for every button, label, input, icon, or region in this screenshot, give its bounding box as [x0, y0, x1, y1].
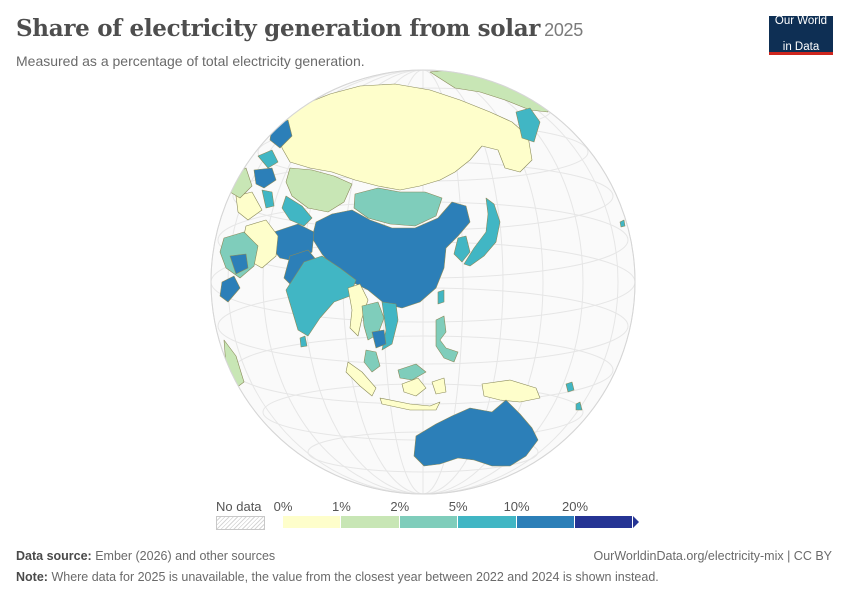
region-central-asia[interactable]: [281, 195, 313, 227]
legend-bin-4[interactable]: [516, 516, 575, 528]
legend-arrow-end: [633, 516, 639, 528]
region-russia[interactable]: [277, 83, 533, 191]
region-turkey[interactable]: [253, 167, 277, 189]
region-malaysia[interactable]: [363, 349, 427, 381]
region-australia[interactable]: [413, 399, 539, 467]
source-url-link[interactable]: OurWorldinData.org/electricity-mix | CC …: [593, 549, 833, 563]
region-sri-lanka[interactable]: [299, 335, 308, 348]
region-sumatra[interactable]: [345, 361, 377, 397]
region-philippines[interactable]: [435, 315, 459, 363]
owid-logo[interactable]: Our World in Data: [769, 15, 833, 55]
region-indonesia[interactable]: [379, 377, 447, 411]
legend-tick-3: 5%: [448, 499, 468, 514]
region-kazakhstan[interactable]: [285, 167, 353, 213]
region-kamchatka[interactable]: [515, 107, 541, 143]
region-cambodia[interactable]: [371, 329, 387, 349]
region-myanmar[interactable]: [347, 283, 369, 337]
region-vietnam[interactable]: [381, 301, 399, 351]
source-text[interactable]: Ember (2026) and other sources: [95, 549, 276, 563]
region-iraq[interactable]: [235, 191, 263, 221]
legend-tick-2: 2%: [390, 499, 410, 514]
region-ukraine[interactable]: [257, 149, 279, 169]
region-caucasus[interactable]: [261, 189, 275, 209]
legend-tick-0: 0%: [273, 499, 293, 514]
legend-bin-0[interactable]: [283, 516, 342, 528]
chart-note: Note: Where data for 2025 is unavailable…: [16, 570, 659, 584]
globe-outline: [210, 69, 636, 495]
region-mongolia[interactable]: [353, 187, 443, 227]
legend-tick-5: 20%: [561, 499, 589, 514]
legend-no-data-label: No data: [216, 499, 262, 514]
legend-bin-1[interactable]: [341, 516, 400, 528]
legend-tick-4: 10%: [503, 499, 530, 514]
region-new-guinea[interactable]: [481, 379, 541, 403]
data-source: Data source: Ember (2026) and other sour…: [16, 549, 276, 563]
legend-bin-2[interactable]: [399, 516, 459, 528]
countries: [219, 70, 626, 467]
legend-color-bins: [283, 516, 634, 528]
legend-no-data-swatch[interactable]: [216, 516, 265, 530]
legend-tick-1: 1%: [331, 499, 351, 514]
chart-title: Share of electricity generation from sol…: [16, 15, 583, 42]
region-korea[interactable]: [453, 235, 471, 263]
region-taiwan[interactable]: [437, 289, 445, 305]
region-yemen[interactable]: [219, 275, 241, 303]
title-year: 2025: [544, 20, 583, 40]
legend-bin-5[interactable]: [574, 516, 634, 528]
region-india[interactable]: [285, 255, 357, 337]
legend-ticks: 0% 1% 2% 5% 10% 20%: [0, 499, 850, 515]
region-pacific-islands[interactable]: [565, 219, 626, 411]
region-japan[interactable]: [463, 197, 501, 267]
legend-bin-3[interactable]: [458, 516, 517, 528]
region-uae[interactable]: [229, 253, 249, 275]
chart-subtitle: Measured as a percentage of total electr…: [16, 53, 365, 69]
